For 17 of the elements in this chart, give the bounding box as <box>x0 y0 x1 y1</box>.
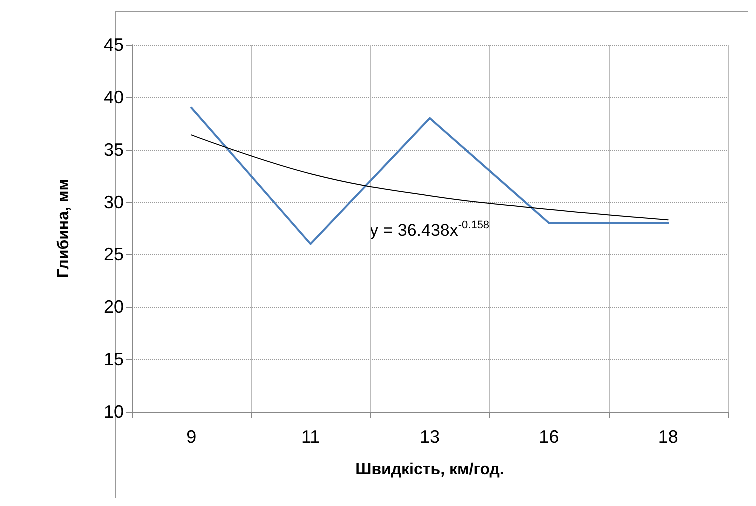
x-tick-label: 11 <box>301 427 320 447</box>
y-tick-label: 40 <box>104 87 124 108</box>
line-series <box>191 134 669 221</box>
y-tick-label: 15 <box>104 350 124 370</box>
y-tick-label: 35 <box>104 140 124 160</box>
x-tick-label: 16 <box>539 427 560 447</box>
line-series <box>190 106 670 246</box>
y-tick-label: 45 <box>104 35 124 55</box>
y-axis-title: Глибина, мм <box>56 178 72 278</box>
y-tick-label: 25 <box>104 244 124 265</box>
y-tick-label: 10 <box>104 402 124 422</box>
x-tick-label: 9 <box>186 427 197 447</box>
x-axis-title: Швидкість, км/год. <box>356 462 504 478</box>
x-tick-label: 18 <box>658 427 678 447</box>
x-tick-label: 13 <box>420 427 440 447</box>
y-tick-label: 20 <box>104 297 124 318</box>
y-tick-label: 30 <box>104 192 124 212</box>
